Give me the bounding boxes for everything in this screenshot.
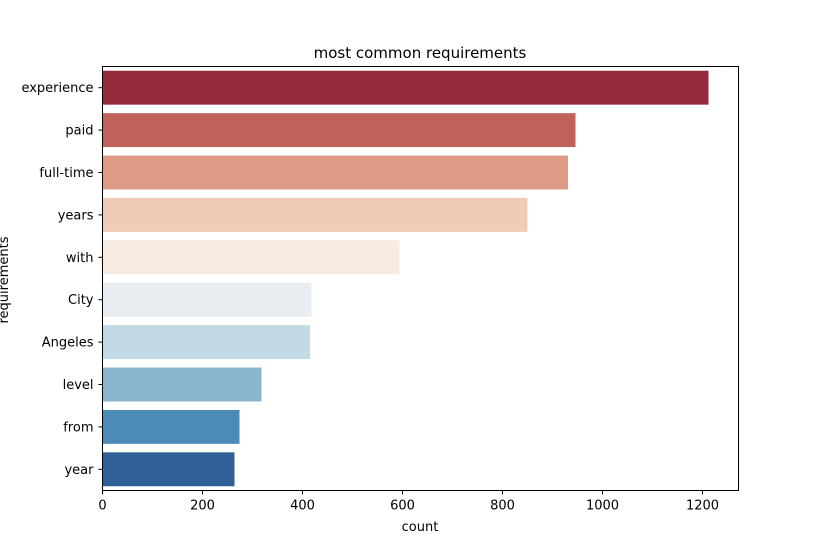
y-tick-label: from	[63, 420, 93, 435]
bar-paid	[102, 113, 576, 148]
y-tick-label: full-time	[39, 166, 93, 181]
y-tick-label: with	[66, 251, 94, 266]
bar-year	[102, 452, 235, 487]
x-tick-label: 1000	[586, 499, 619, 514]
y-tick-label: experience	[21, 81, 93, 96]
y-tick-label: years	[58, 208, 94, 223]
y-axis-label: requirements	[0, 236, 12, 323]
y-tick-label: Angeles	[42, 336, 94, 351]
chart-title: most common requirements	[314, 44, 527, 62]
x-axis-label: count	[402, 520, 439, 535]
bar-angeles	[102, 325, 310, 360]
y-tick-label: year	[64, 463, 94, 478]
x-tick-label: 1200	[686, 499, 719, 514]
bar-experience	[102, 70, 709, 105]
bar-from	[102, 409, 240, 444]
bar-full-time	[102, 155, 568, 190]
bars-group	[102, 70, 709, 487]
bar-city	[102, 282, 312, 317]
bar-level	[102, 367, 262, 402]
plot-frame	[102, 66, 739, 491]
x-tick-label: 400	[290, 499, 315, 514]
y-tick-label: paid	[65, 124, 93, 139]
y-tick-label: City	[68, 293, 94, 308]
bar-years	[102, 197, 528, 232]
bar-with	[102, 240, 400, 275]
x-tick-label: 600	[390, 499, 415, 514]
y-tick-label: level	[63, 378, 94, 393]
x-axis-ticks: 0 200 400 600 800 1000 1200	[98, 490, 719, 514]
y-axis-ticks: experience paid full-time years with City Ange…	[21, 81, 103, 478]
x-tick-label: 0	[98, 499, 106, 514]
x-tick-label: 200	[190, 499, 215, 514]
x-tick-label: 800	[490, 499, 515, 514]
